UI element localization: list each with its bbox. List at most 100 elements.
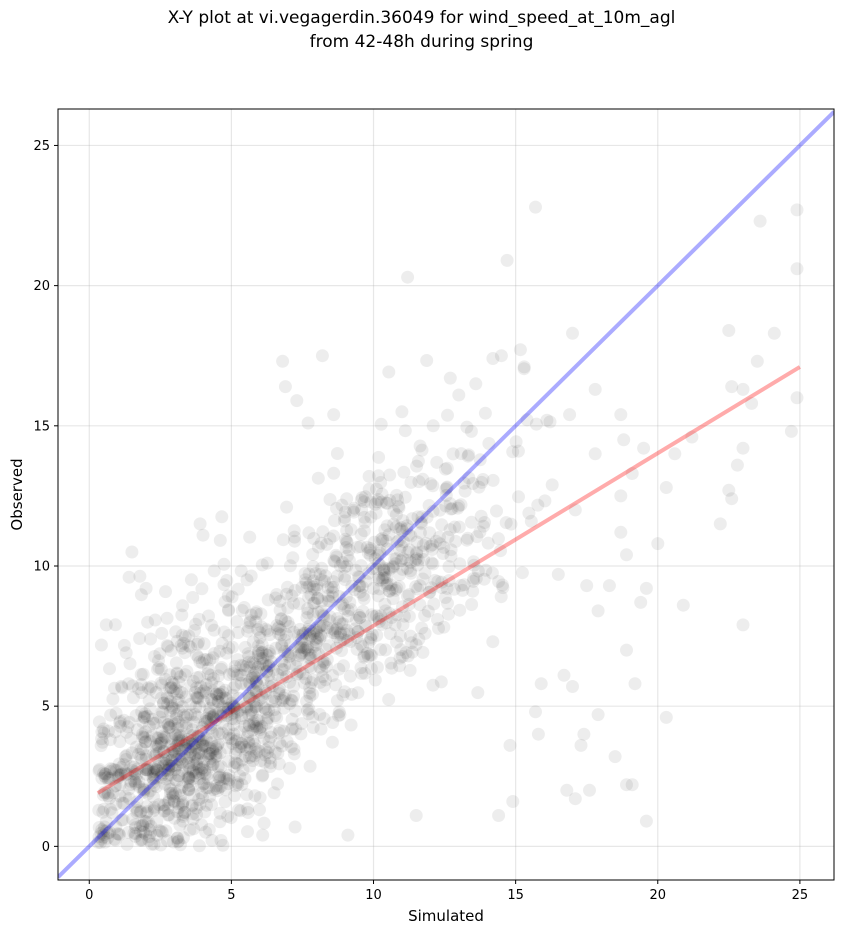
- scatter-point: [162, 758, 176, 772]
- scatter-point: [230, 668, 244, 682]
- scatter-point: [265, 694, 279, 708]
- scatter-point: [148, 749, 162, 763]
- scatter-point: [443, 497, 457, 511]
- scatter-point: [379, 643, 392, 657]
- scatter-point: [144, 819, 158, 833]
- scatter-point: [386, 559, 400, 573]
- scatter-point: [790, 203, 804, 217]
- scatter-point: [113, 735, 127, 749]
- scatter-point: [202, 781, 216, 795]
- scatter-point: [169, 682, 182, 696]
- scatter-point: [499, 516, 513, 530]
- scatter-point: [162, 808, 176, 822]
- scatter-point: [203, 747, 217, 761]
- scatter-point: [509, 435, 523, 449]
- scatter-point: [172, 675, 186, 689]
- scatter-point: [256, 672, 270, 686]
- scatter-point: [374, 417, 388, 431]
- scatter-point: [503, 738, 517, 752]
- scatter-point: [211, 760, 225, 774]
- scatter-point: [234, 564, 248, 578]
- scatter-point: [435, 518, 449, 532]
- scatter-point: [206, 651, 220, 665]
- scatter-point: [188, 748, 202, 762]
- scatter-point: [371, 548, 385, 562]
- scatter-point: [146, 712, 160, 726]
- scatter-point: [452, 499, 466, 513]
- scatter-point: [260, 713, 273, 727]
- scatter-point: [275, 654, 289, 668]
- scatter-point: [206, 758, 220, 771]
- scatter-point: [227, 681, 240, 695]
- scatter-point: [147, 790, 160, 804]
- scatter-point: [125, 545, 139, 559]
- scatter-point: [429, 534, 443, 548]
- scatter-point: [321, 594, 335, 608]
- scatter-point: [162, 721, 176, 735]
- scatter-point: [195, 738, 209, 752]
- scatter-point: [243, 530, 257, 544]
- scatter-point: [283, 697, 297, 711]
- scatter-point: [240, 659, 254, 673]
- scatter-point: [183, 762, 197, 776]
- scatter-point: [184, 640, 197, 654]
- scatter-point: [254, 607, 268, 621]
- scatter-point: [161, 748, 175, 762]
- scatter-point: [373, 582, 386, 596]
- scatter-point: [172, 731, 186, 745]
- scatter-point: [280, 670, 294, 684]
- scatter-point: [193, 797, 207, 811]
- scatter-point: [378, 571, 392, 585]
- scatter-point: [255, 688, 269, 702]
- scatter-point: [368, 552, 382, 566]
- scatter-point: [220, 646, 234, 660]
- scatter-point: [441, 530, 455, 544]
- scatter-point: [304, 676, 318, 690]
- scatter-point: [156, 705, 170, 719]
- scatter-point: [411, 553, 425, 567]
- scatter-point: [145, 837, 159, 851]
- scatter-point: [466, 574, 480, 588]
- scatter-point: [439, 482, 453, 496]
- scatter-point: [303, 651, 317, 665]
- scatter-point: [245, 703, 258, 717]
- scatter-point: [568, 503, 582, 517]
- scatter-point: [511, 444, 525, 458]
- scatter-point: [136, 783, 150, 797]
- scatter-point: [531, 498, 545, 512]
- scatter-point: [395, 539, 408, 553]
- scatter-point: [426, 678, 440, 692]
- scatter-point: [389, 583, 402, 597]
- scatter-point: [442, 574, 456, 588]
- scatter-point: [639, 814, 653, 828]
- scatter-point: [588, 382, 602, 396]
- scatter-point: [349, 613, 363, 627]
- scatter-point: [396, 552, 410, 566]
- scatter-point: [326, 585, 340, 599]
- x-tick-label: 10: [365, 888, 382, 903]
- scatter-point: [423, 585, 437, 599]
- scatter-point: [171, 741, 185, 755]
- scatter-point: [294, 727, 308, 741]
- scatter-point: [335, 644, 348, 658]
- scatter-point: [304, 588, 318, 602]
- scatter-point: [466, 477, 480, 490]
- scatter-point: [356, 588, 370, 602]
- scatter-point: [486, 635, 500, 649]
- scatter-point: [377, 568, 391, 582]
- scatter-point: [101, 831, 114, 845]
- scatter-point: [199, 678, 213, 692]
- scatter-point: [168, 811, 181, 825]
- scatter-point: [232, 691, 246, 705]
- scatter-point: [327, 529, 340, 543]
- scatter-point: [189, 617, 203, 631]
- scatter-point: [277, 633, 291, 647]
- scatter-point: [222, 641, 236, 655]
- scatter-point: [249, 615, 263, 629]
- scatter-point: [226, 688, 240, 702]
- scatter-point: [170, 805, 184, 819]
- scatter-point: [439, 488, 453, 502]
- scatter-point: [184, 697, 198, 711]
- scatter-point: [292, 649, 306, 663]
- scatter-point: [238, 740, 251, 754]
